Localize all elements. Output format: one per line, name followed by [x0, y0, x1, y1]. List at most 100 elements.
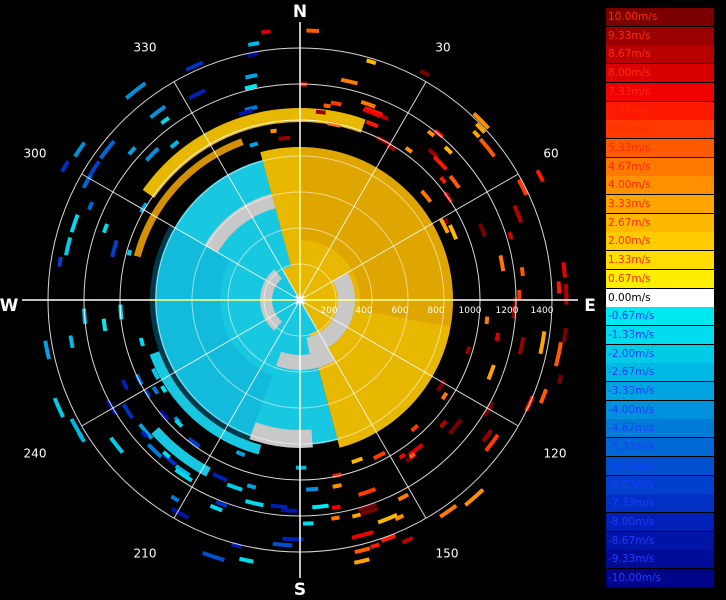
velocity-speckle	[408, 452, 416, 459]
legend-swatch	[606, 400, 714, 419]
legend-swatch	[606, 363, 714, 382]
velocity-speckle	[138, 337, 145, 347]
velocity-speckle	[188, 88, 206, 100]
velocity-speckle	[443, 145, 454, 155]
legend-label: 5.33m/s	[608, 141, 651, 154]
velocity-speckle	[109, 436, 125, 454]
legend-entry: 0.00m/s	[606, 288, 714, 307]
legend-label: 2.00m/s	[608, 235, 651, 248]
legend-label: -7.33m/s	[608, 497, 655, 510]
legend-entry: 3.33m/s	[606, 195, 714, 213]
velocity-speckle	[102, 223, 109, 234]
legend-entry: -2.00m/s	[606, 344, 714, 363]
velocity-speckle	[519, 266, 525, 277]
legend-entry: 9.33m/s	[606, 26, 714, 45]
velocity-speckle	[357, 487, 377, 497]
range-label-1200: 1200	[496, 306, 519, 316]
legend-swatch	[606, 8, 714, 26]
velocity-speckle	[270, 503, 288, 510]
velocity-speckle	[556, 281, 562, 294]
velocity-speckle	[394, 513, 405, 522]
range-label-400: 400	[355, 306, 372, 316]
compass-east: E	[584, 296, 596, 316]
velocity-speckle	[472, 112, 490, 130]
velocity-speckle	[101, 318, 108, 332]
velocity-speckle	[272, 541, 293, 548]
legend-swatch	[606, 382, 714, 400]
velocity-speckle	[87, 201, 95, 211]
legend-label: 4.67m/s	[608, 160, 651, 173]
velocity-speckle	[249, 141, 259, 148]
velocity-speckle	[474, 122, 487, 134]
range-label-800: 800	[427, 306, 444, 316]
legend-swatch	[606, 512, 714, 531]
velocity-speckle	[280, 507, 298, 513]
compass-west: W	[0, 296, 19, 316]
legend-swatch	[606, 269, 714, 288]
velocity-speckle	[351, 530, 374, 540]
legend-swatch	[606, 438, 714, 457]
velocity-speckle	[478, 223, 487, 238]
velocity-speckle	[118, 304, 124, 320]
velocity-speckle	[174, 418, 184, 428]
velocity-speckle	[68, 335, 75, 349]
azimuth-label-210: 210	[134, 547, 157, 561]
legend-label: 1.33m/s	[608, 254, 651, 267]
velocity-speckle	[397, 492, 410, 502]
velocity-speckle	[507, 231, 514, 240]
velocity-speckle	[244, 499, 264, 508]
legend-swatch	[606, 325, 714, 344]
velocity-speckle	[448, 174, 461, 190]
velocity-speckle	[538, 388, 549, 404]
legend-entry: -9.33m/s	[606, 550, 714, 569]
legend-swatch	[606, 232, 714, 251]
velocity-speckle	[69, 213, 80, 233]
legend-label: -8.67m/s	[608, 534, 655, 547]
velocity-speckle	[494, 332, 501, 342]
legend-swatch	[606, 82, 714, 101]
legend-swatch	[606, 569, 714, 587]
velocity-speckle	[439, 419, 448, 429]
legend-entry: -1.33m/s	[606, 325, 714, 344]
velocity-speckle	[512, 204, 524, 224]
receding-shade	[300, 147, 453, 327]
velocity-speckle	[124, 81, 147, 100]
velocity-speckle	[404, 146, 413, 154]
legend-swatch	[606, 176, 714, 195]
velocity-speckle	[149, 104, 167, 120]
legend-swatch	[606, 138, 714, 157]
legend-entry: -8.00m/s	[606, 512, 714, 531]
legend-swatch	[606, 531, 714, 550]
legend-label: -5.33m/s	[608, 441, 655, 454]
legend-entry: -7.33m/s	[606, 494, 714, 513]
velocity-speckle	[439, 503, 458, 519]
legend-entry: 8.67m/s	[606, 45, 714, 64]
velocity-speckle	[209, 503, 223, 513]
azimuth-label-60: 60	[543, 147, 558, 161]
swirl-nodata-nw	[204, 193, 276, 253]
range-label-200: 200	[320, 306, 337, 316]
velocity-speckle	[244, 73, 258, 80]
compass-north: N	[293, 2, 307, 22]
legend-swatch	[606, 157, 714, 176]
swirl-nodata-east	[306, 272, 355, 355]
velocity-speckle	[98, 139, 116, 160]
velocity-speckle	[247, 40, 260, 47]
velocity-speckle	[517, 336, 526, 355]
velocity-speckle	[282, 536, 304, 542]
approaching-shade	[149, 225, 273, 441]
velocity-speckle	[160, 116, 171, 125]
legend-label: 8.67m/s	[608, 48, 651, 61]
legend-label: -6.67m/s	[608, 478, 655, 491]
velocity-speckle	[377, 513, 398, 525]
velocity-speckle	[331, 515, 340, 521]
legend-swatch	[606, 195, 714, 213]
velocity-speckle	[513, 297, 518, 306]
azimuth-spoke	[299, 81, 427, 301]
azimuth-label-300: 300	[24, 147, 47, 161]
legend-label: -0.67m/s	[608, 310, 655, 323]
velocity-speckle	[151, 385, 160, 395]
velocity-speckle	[465, 346, 472, 355]
velocity-speckle	[351, 456, 364, 465]
velocity-speckle	[110, 239, 119, 258]
